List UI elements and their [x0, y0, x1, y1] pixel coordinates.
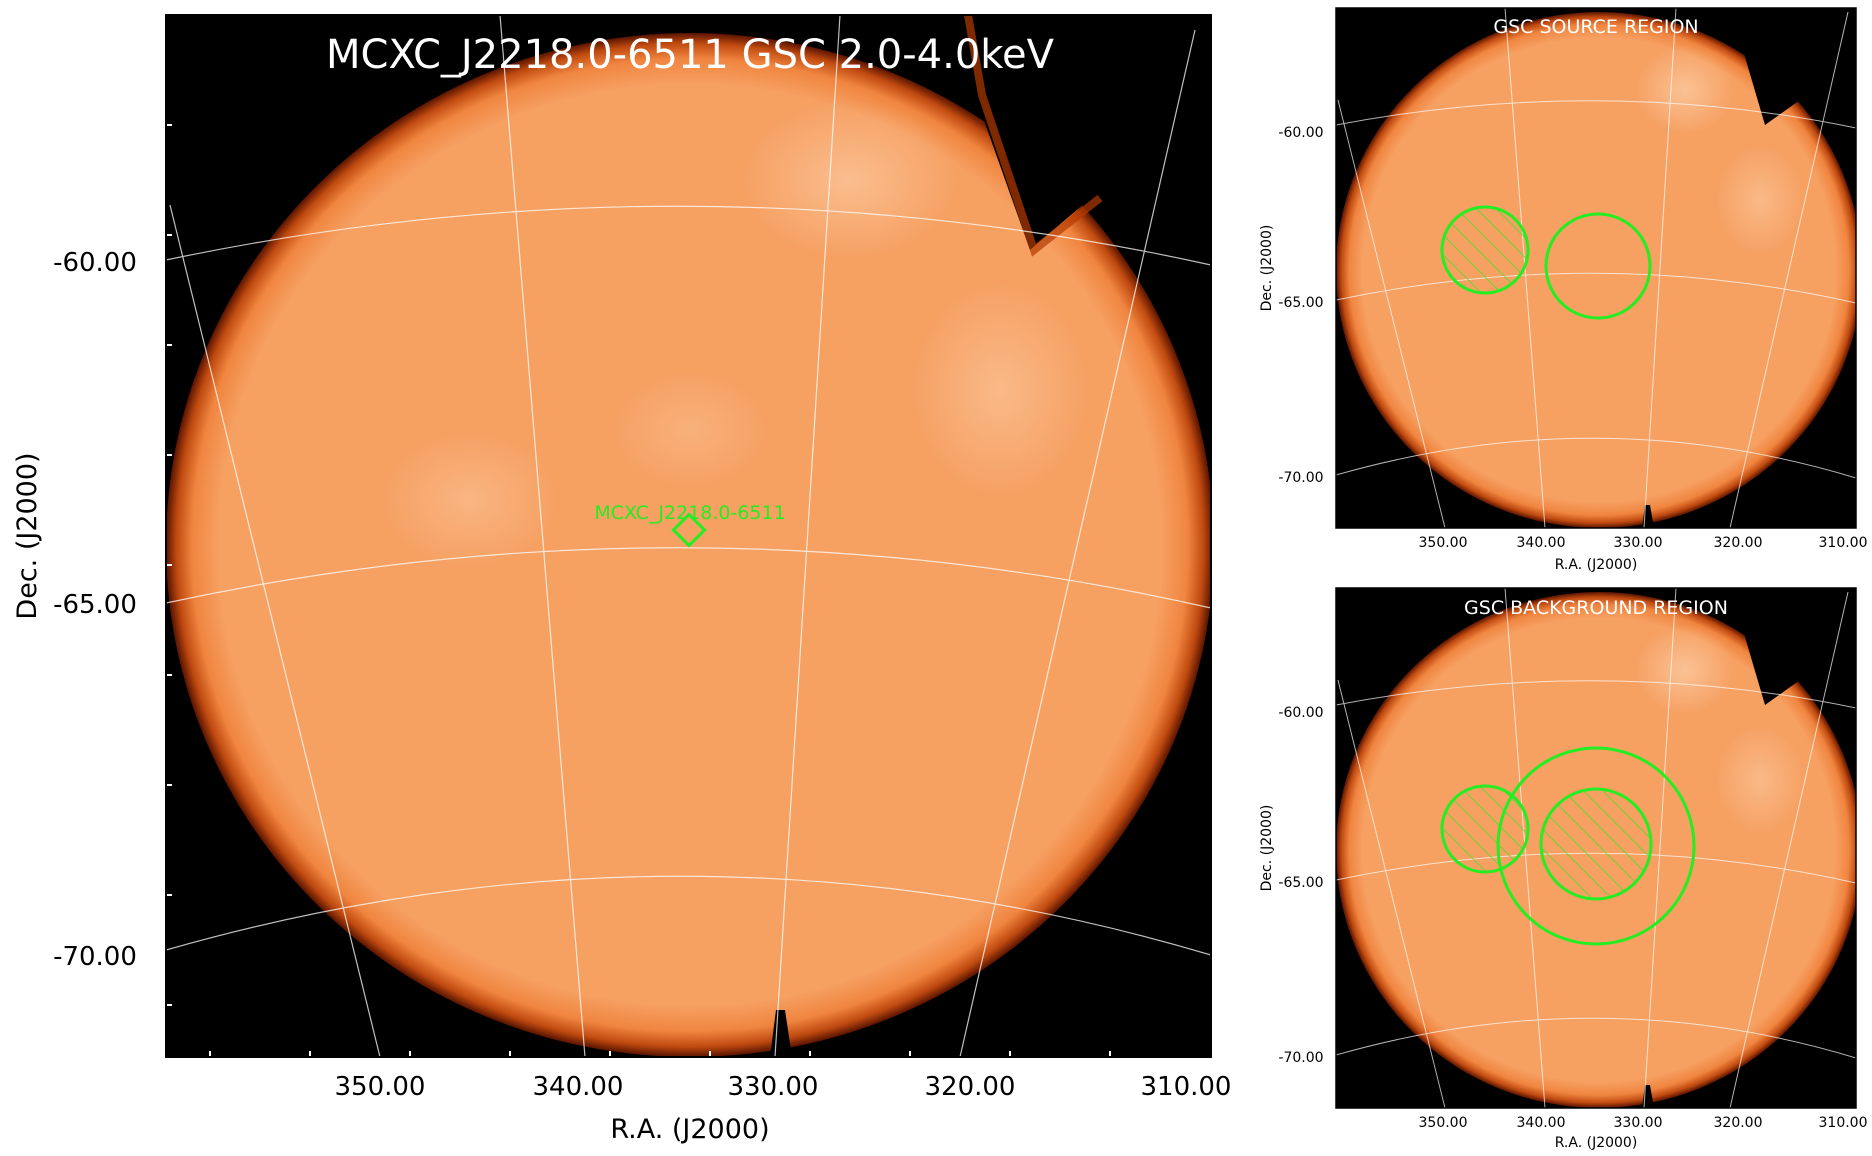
- src-ylabel: Dec. (J2000): [1259, 225, 1275, 312]
- source-region-panel: GSC SOURCE REGION -60.00 -65.00 -70.00 3…: [1259, 7, 1868, 573]
- background-panel-title: GSC BACKGROUND REGION: [1464, 597, 1728, 619]
- coord-grid: [166, 15, 1211, 1057]
- src-xtick-4: 310.00: [1819, 535, 1868, 551]
- src-ytick-0: -60.00: [1278, 125, 1323, 141]
- main-xtick-0: 350.00: [335, 1072, 426, 1102]
- notch-top-right: [960, 15, 1211, 250]
- bkg-xtick-2: 330.00: [1614, 1115, 1663, 1131]
- bkg-excluded-source: [1539, 787, 1653, 901]
- src-xtick-2: 330.00: [1614, 535, 1663, 551]
- source-marker: [671, 512, 707, 548]
- main-xtick-1: 340.00: [533, 1072, 624, 1102]
- bkg-annulus-circle: [1496, 746, 1696, 946]
- main-xtick-4: 310.00: [1141, 1072, 1232, 1102]
- main-xlabel: R.A. (J2000): [610, 1114, 769, 1145]
- main-panel: MCXC_J2218.0-6511 MCXC_J2218.0-6511 GSC …: [12, 14, 1232, 1145]
- bkg-xlabel: R.A. (J2000): [1555, 1135, 1638, 1151]
- bkg-xtick-1: 340.00: [1517, 1115, 1566, 1131]
- background-region-panel: GSC BACKGROUND REGION -60.00 -65.00 -70.…: [1259, 587, 1868, 1151]
- main-ytick-1: -65.00: [53, 590, 137, 620]
- src-xtick-1: 340.00: [1517, 535, 1566, 551]
- source-label: MCXC_J2218.0-6511: [594, 502, 785, 524]
- bkg-ytick-2: -70.00: [1278, 1050, 1323, 1066]
- src-xlabel: R.A. (J2000): [1555, 557, 1638, 573]
- bkg-xtick-0: 350.00: [1419, 1115, 1468, 1131]
- main-ylabel: Dec. (J2000): [12, 452, 43, 619]
- src-source-circle: [1544, 212, 1652, 320]
- src-xtick-3: 320.00: [1714, 535, 1763, 551]
- main-ytick-0: -60.00: [53, 248, 137, 278]
- main-title: MCXC_J2218.0-6511 GSC 2.0-4.0keV: [326, 32, 1055, 78]
- bkg-xtick-3: 320.00: [1714, 1115, 1763, 1131]
- src-xtick-0: 350.00: [1419, 535, 1468, 551]
- bkg-ytick-1: -65.00: [1278, 875, 1323, 891]
- src-ytick-2: -70.00: [1278, 470, 1323, 486]
- main-xtick-3: 320.00: [925, 1072, 1016, 1102]
- main-xtick-2: 330.00: [728, 1072, 819, 1102]
- bkg-ytick-0: -60.00: [1278, 705, 1323, 721]
- main-ytick-2: -70.00: [53, 942, 137, 972]
- bkg-xtick-4: 310.00: [1819, 1115, 1868, 1131]
- bkg-hatched-region: [1440, 784, 1530, 874]
- bkg-ylabel: Dec. (J2000): [1259, 805, 1275, 892]
- src-ytick-1: -65.00: [1278, 295, 1323, 311]
- src-hatched-region: [1440, 205, 1530, 295]
- source-panel-title: GSC SOURCE REGION: [1493, 16, 1698, 38]
